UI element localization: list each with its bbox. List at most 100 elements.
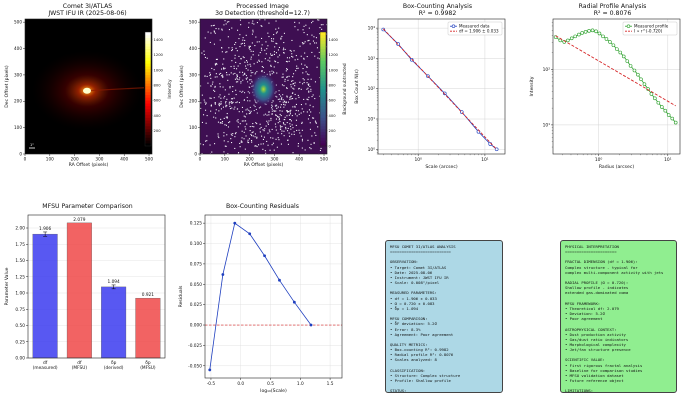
processed-image-xtick-label: 500	[320, 157, 328, 162]
radial-profile-data-point	[666, 113, 671, 117]
comet-image-cbar-tick-label: 800	[154, 84, 162, 88]
box-counting-ytick-label: 10²	[368, 86, 376, 92]
radial-profile-data-point	[569, 36, 574, 41]
processed-image-cbar-tick-label: 200	[329, 129, 337, 133]
processed-image-xtick-label: 200	[246, 157, 254, 162]
analysis-box-line: MEASURED PARAMETERS:	[390, 290, 437, 296]
residuals-ytick-label: 0.075	[190, 261, 203, 267]
comet-image-ytick-label: 300	[14, 72, 22, 77]
box-counting-legend-label: df = 1.906 ± 0.033	[459, 29, 499, 34]
box-counting-xlabel: Scale (arcsec)	[425, 164, 457, 170]
interpretation-box-line: MFSU FRAMEWORK:	[565, 300, 601, 306]
box-counting-subtitle: R² = 0.9982	[418, 10, 457, 17]
processed-image-xtick-label: 0	[199, 157, 202, 162]
comet-image-xtick-label: 0	[24, 157, 27, 162]
physical-interpretation-box: PHYSICAL INTERPRETATION =================…	[560, 240, 677, 393]
comet-image-subtitle: JWST IFU IR (2025-08-06)	[48, 10, 127, 17]
analysis-box-line: • Structure: Complex structure	[390, 372, 461, 378]
radial-profile-data-point	[632, 68, 637, 73]
mfsu-comparison-ytick-label: 0.50	[15, 323, 25, 329]
radial-profile-data-point	[649, 92, 654, 96]
residuals-data-point	[208, 368, 212, 372]
radial-profile-data-point	[621, 54, 626, 59]
analysis-box-line: • Scales analyzed: 8	[390, 357, 437, 363]
mfsu-comparison-ytick-label: 1.50	[15, 258, 25, 264]
residuals-data-point	[221, 273, 225, 276]
residuals-plot-area	[205, 215, 342, 378]
comet-image-cbar-tick-label: 400	[154, 114, 162, 118]
residuals-data-point	[233, 221, 237, 225]
radial-profile-series-fit	[555, 35, 676, 107]
interpretation-box-line: • Theoretical df: 2.079	[565, 305, 619, 311]
processed-image-ytick-label: 400	[189, 46, 197, 51]
box-counting-ytick-label: 10⁰	[368, 147, 376, 153]
radial-profile-data-point	[608, 40, 612, 44]
radial-profile-legend-marker	[626, 24, 631, 28]
analysis-box-line: • Instrument: JWST IFU IR	[390, 274, 449, 280]
radial-profile-data-point	[636, 72, 640, 77]
mfsu-comparison-title: MFSU Parameter Comparison	[42, 203, 133, 210]
box-counting-legend-marker	[451, 24, 456, 28]
interpretation-box-line: • First rigorous fractal analysis	[565, 362, 643, 368]
radial-profile-panel: Radial Profile Analysis R² = 0.8076 10⁰ 1…	[525, 0, 700, 200]
radial-profile-data-point	[566, 38, 570, 43]
residuals-ytick-label: 0.125	[190, 221, 203, 227]
radial-profile-data-point	[670, 116, 675, 121]
processed-image-ytick-label: 500	[189, 20, 197, 25]
interpretation-box-line: • Morphological complexity	[565, 341, 626, 347]
residuals-ytick-label: 0.050	[190, 282, 203, 288]
processed-image-ytick-label: 300	[189, 72, 197, 77]
interpretation-box-line: • Deviation: 5.2σ	[565, 311, 605, 317]
comet-image-cbar-tick-label: 1400	[154, 38, 164, 42]
processed-image-cbar-tick-label: 400	[329, 114, 337, 118]
comet-image-ytick-label: 200	[14, 99, 22, 104]
radial-profile-data-point	[611, 43, 616, 48]
mfsu-comparison-value-label: 1.094	[107, 279, 120, 285]
analysis-box-line: STATUS:	[390, 388, 407, 393]
analysis-box-line: • Target: Comet 3I/ATLAS	[390, 264, 447, 270]
mfsu-comparison-category-label: (measured)	[33, 365, 58, 371]
processed-image-xtick-label: 400	[295, 157, 303, 162]
residuals-xtick-label: 1.5	[327, 381, 334, 387]
mfsu-comparison-value-label: 0.921	[142, 292, 155, 298]
mfsu-comparison-bar	[101, 286, 127, 359]
processed-image-ytick-label: 0	[194, 151, 197, 156]
mfsu-comparison-bar	[135, 297, 161, 359]
comet-image-xtick-label: 300	[95, 157, 103, 162]
analysis-box-line: ==========================	[390, 249, 451, 255]
residuals-xtick-label: 0.0	[237, 381, 244, 387]
radial-profile-data-point	[594, 29, 598, 34]
box-counting-panel: Box-Counting Analysis R² = 0.9982 10⁰ 10¹…	[350, 0, 525, 200]
interpretation-box-line: extended gas-dominated coma	[565, 290, 629, 296]
interpretation-box-line: • Jet/fan structure presence	[565, 347, 631, 353]
residuals-chart: -0.5 0.0 0.5 1.0 1.5 -0.050 -0.025 0.000 0.025 0.…	[178, 214, 343, 394]
radial-profile-data-point	[618, 50, 623, 55]
comet-image-cbar-tick-label: 1000	[154, 68, 164, 72]
box-counting-ytick-label: 10¹	[368, 117, 376, 123]
processed-image-cbar-tick-label: 800	[329, 84, 337, 88]
residuals-title: Box-Counting Residuals	[226, 203, 299, 210]
analysis-box-line: • Scale: 0.008"/pixel	[390, 280, 440, 286]
comet-image-cbar-tick-label: 200	[154, 129, 162, 133]
analysis-box-line: • Date: 2025-08-06	[390, 269, 433, 275]
processed-image-xtick-label: 100	[221, 157, 229, 162]
residuals-xtick-label: 0.5	[267, 381, 274, 387]
comet-image-chart: 1" 0 100 200 300 400 500 0 100 200 300 400 500 RA Off…	[4, 18, 173, 168]
processed-image-chart: 0 100 200 300 400 500 0 100 200 300 400 500 RA Offse…	[179, 18, 348, 168]
interpretation-box-line: • Future reference object	[565, 378, 624, 384]
residuals-ytick-label: 0.000	[190, 323, 203, 329]
comet-image-cbar-tick-label: 600	[154, 99, 162, 103]
analysis-box-line: • δF deviation: 5.2σ	[390, 321, 437, 327]
interpretation-box-line: • Dust production activity	[565, 331, 626, 337]
interpretation-box-line: ASTROPHYSICAL CONTEXT:	[565, 326, 617, 332]
comet-image-nucleus	[83, 87, 92, 94]
processed-image-panel: Processed Image 3σ Detection (threshold=…	[175, 0, 350, 200]
box-counting-legend	[447, 21, 503, 36]
residuals-ytick-label: -0.025	[188, 343, 202, 349]
residuals-series-line	[209, 222, 312, 370]
interpretation-box-line: PHYSICAL INTERPRETATION	[565, 244, 619, 249]
box-counting-data-point	[409, 58, 414, 62]
mfsu-comparison-bar	[66, 222, 92, 359]
radial-profile-data-point	[615, 47, 619, 51]
